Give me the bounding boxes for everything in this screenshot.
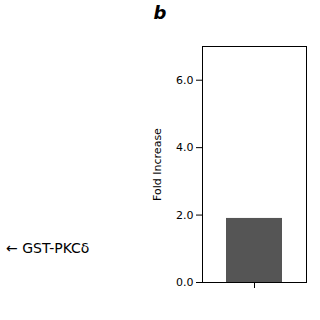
svg-text:Fold Increase: Fold Increase — [151, 128, 164, 201]
html-text:← GST-PKCδ: ← GST-PKCδ — [6, 240, 90, 256]
svg-text:2.0: 2.0 — [176, 209, 194, 222]
svg-text:4.0: 4.0 — [176, 141, 194, 154]
html-text:b: b — [153, 2, 167, 23]
svg-text:6.0: 6.0 — [176, 74, 194, 87]
svg-text:0.0: 0.0 — [176, 276, 194, 289]
